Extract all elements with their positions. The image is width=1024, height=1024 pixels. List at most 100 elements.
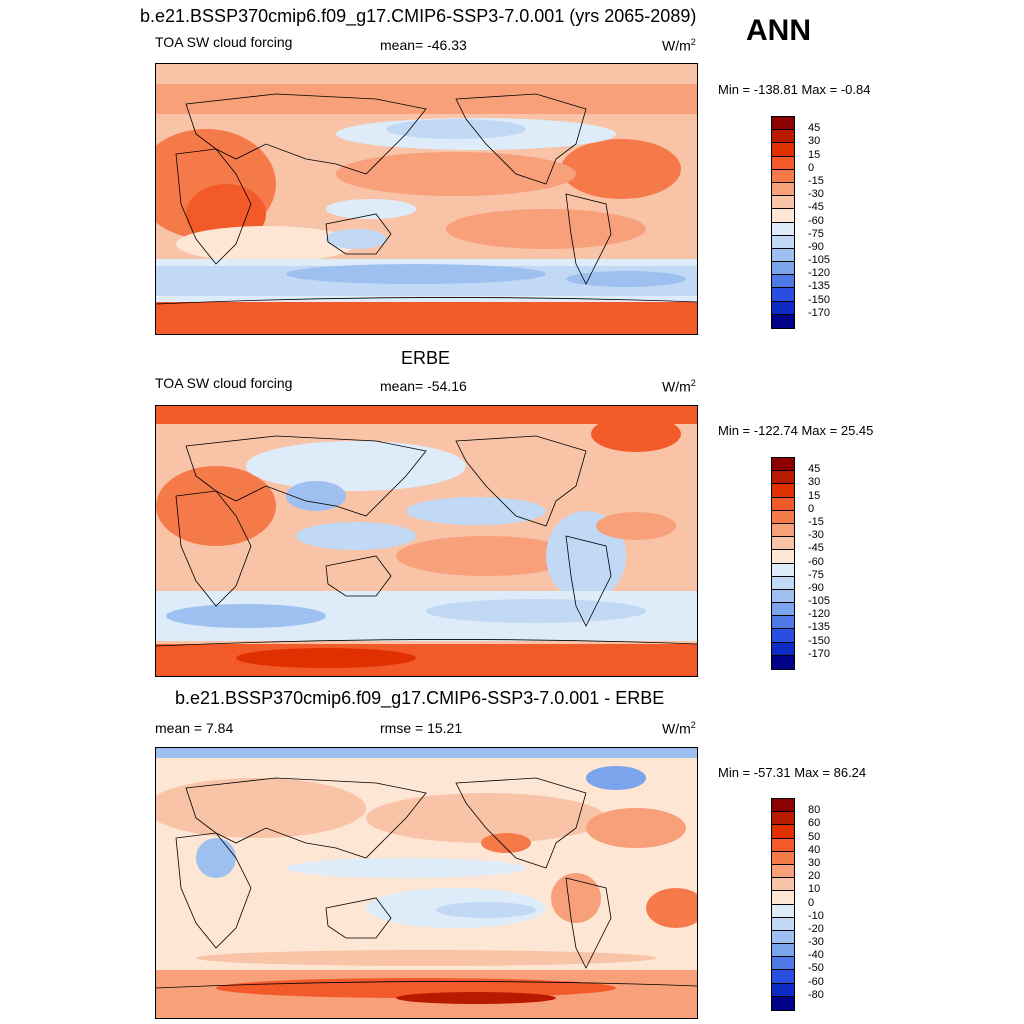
colorbar-tick-label: -40 <box>808 949 824 962</box>
colorbar-swatch <box>772 563 794 577</box>
colorbar-swatch <box>772 235 794 249</box>
colorbar-tick-label: -60 <box>808 214 824 227</box>
colorbar-swatch <box>772 275 794 289</box>
colorbar-swatch <box>772 589 794 604</box>
colorbar-tick-label: -170 <box>808 647 831 660</box>
colorbar-tick-label: 60 <box>808 817 821 830</box>
colorbar-swatch <box>772 864 794 879</box>
colorbar-swatch <box>772 262 794 276</box>
colorbar-tick-label: 80 <box>808 804 821 817</box>
colorbar-tick-label: 30 <box>808 856 821 869</box>
colorbar-tick-label: 20 <box>808 870 821 883</box>
colorbar-tick-label: -90 <box>808 240 824 253</box>
colorbar-swatch <box>772 156 794 170</box>
colorbar-tick-label: 45 <box>808 122 821 135</box>
panel-2-colorbar <box>771 457 795 670</box>
panel-3-map <box>155 747 698 1019</box>
panel-2-title: ERBE <box>401 348 451 368</box>
colorbar-swatch <box>772 510 794 524</box>
colorbar-tick-label: -10 <box>808 909 824 922</box>
colorbar-swatch <box>772 917 794 931</box>
colorbar-swatch <box>772 222 794 236</box>
colorbar-tick-label: 50 <box>808 830 821 843</box>
colorbar-swatch <box>772 301 794 315</box>
colorbar-tick-label: -30 <box>808 188 824 201</box>
panel-2-map <box>155 405 698 677</box>
colorbar-swatch <box>772 851 794 865</box>
colorbar-swatch <box>772 471 794 485</box>
colorbar-swatch <box>772 458 794 472</box>
panel-2-left-label: TOA SW cloud forcing <box>155 375 293 391</box>
panel-3-colorbar <box>771 798 795 1011</box>
colorbar-swatch <box>772 930 794 945</box>
colorbar-swatch <box>772 970 794 984</box>
colorbar-swatch <box>772 878 794 892</box>
panel-3-minmax: Min = -57.31 Max = 86.24 <box>718 765 867 780</box>
colorbar-tick-label: 0 <box>808 502 815 515</box>
colorbar-swatch <box>772 143 794 157</box>
colorbar-tick-label: -90 <box>808 581 824 594</box>
colorbar-tick-label: -75 <box>808 568 824 581</box>
colorbar-swatch <box>772 196 794 210</box>
colorbar-swatch <box>772 904 794 918</box>
colorbar-swatch <box>772 209 794 223</box>
colorbar-swatch <box>772 130 794 144</box>
colorbar-swatch <box>772 497 794 511</box>
colorbar-tick-label: -75 <box>808 227 824 240</box>
panel-1-left-label: TOA SW cloud forcing <box>155 34 293 50</box>
panel-1-unit: W/m2 <box>662 37 696 54</box>
colorbar-swatch <box>772 484 794 498</box>
colorbar-swatch <box>772 169 794 183</box>
colorbar-tick-label: -60 <box>808 975 824 988</box>
panel-3-title: b.e21.BSSP370cmip6.f09_g17.CMIP6-SSP3-7.… <box>175 688 665 708</box>
colorbar-tick-label: -20 <box>808 922 824 935</box>
colorbar-tick-label: -45 <box>808 542 824 555</box>
colorbar-swatch <box>772 825 794 839</box>
panel-3-mean: mean = 7.84 <box>155 720 234 736</box>
panel-1-map <box>155 63 698 335</box>
colorbar-tick-label: -50 <box>808 962 824 975</box>
colorbar-swatch <box>772 537 794 551</box>
panel-3-rmse: rmse = 15.21 <box>380 720 463 736</box>
colorbar-swatch <box>772 616 794 630</box>
colorbar-tick-label: 30 <box>808 135 821 148</box>
panel-3-unit: W/m2 <box>662 720 696 737</box>
colorbar-tick-label: 15 <box>808 489 821 502</box>
colorbar-tick-label: 15 <box>808 148 821 161</box>
colorbar-swatch <box>772 944 794 958</box>
colorbar-swatch <box>772 891 794 905</box>
colorbar-swatch <box>772 603 794 617</box>
colorbar-swatch <box>772 288 794 302</box>
colorbar-tick-label: 0 <box>808 161 815 174</box>
colorbar-swatch <box>772 983 794 997</box>
colorbar-swatch <box>772 314 794 328</box>
panel-1-minmax: Min = -138.81 Max = -0.84 <box>718 82 871 97</box>
colorbar-swatch <box>772 655 794 669</box>
colorbar-tick-label: 40 <box>808 843 821 856</box>
colorbar-tick-label: -45 <box>808 201 824 214</box>
colorbar-swatch <box>772 957 794 971</box>
colorbar-swatch <box>772 799 794 813</box>
colorbar-tick-label: -135 <box>808 621 831 634</box>
colorbar-swatch <box>772 629 794 643</box>
colorbar-swatch <box>772 523 794 538</box>
colorbar-swatch <box>772 996 794 1010</box>
panel-1-colorbar <box>771 116 795 329</box>
panel-2-unit: W/m2 <box>662 378 696 395</box>
panel-1-mean: mean= -46.33 <box>380 37 467 53</box>
colorbar-tick-label: -150 <box>808 293 831 306</box>
colorbar-tick-label: -135 <box>808 280 831 293</box>
colorbar-swatch <box>772 642 794 656</box>
colorbar-tick-label: -170 <box>808 306 831 319</box>
colorbar-swatch <box>772 550 794 564</box>
colorbar-tick-label: -80 <box>808 988 824 1001</box>
colorbar-swatch <box>772 576 794 590</box>
colorbar-tick-label: 30 <box>808 476 821 489</box>
colorbar-tick-label: -15 <box>808 174 824 187</box>
colorbar-swatch <box>772 812 794 826</box>
colorbar-tick-label: -120 <box>808 608 831 621</box>
colorbar-tick-label: -60 <box>808 555 824 568</box>
colorbar-swatch <box>772 182 794 197</box>
colorbar-tick-label: -150 <box>808 634 831 647</box>
panel-2-minmax: Min = -122.74 Max = 25.45 <box>718 423 874 438</box>
